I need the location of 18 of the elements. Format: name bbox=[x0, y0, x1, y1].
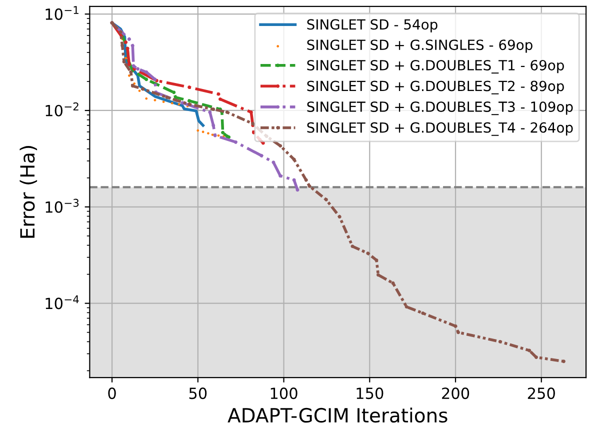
x-tick-label: 250 bbox=[528, 388, 555, 400]
legend-label: SINGLET SD + G.DOUBLES_T4 - 264op bbox=[307, 122, 573, 136]
legend-label: SINGLET SD + G.DOUBLES_T3 - 109op bbox=[307, 102, 573, 116]
y-axis-title: Error (Ha) bbox=[20, 146, 38, 238]
x-axis-title: ADAPT-GCIM Iterations bbox=[228, 408, 448, 423]
y-tick-label: 10$^{−3}$ bbox=[46, 198, 79, 213]
x-tick-label: 100 bbox=[270, 388, 298, 400]
legend-label: SINGLET SD + G.DOUBLES_T1 - 69op bbox=[307, 60, 564, 74]
x-tick-label: 200 bbox=[442, 388, 470, 400]
y-tick-label: 10$^{−1}$ bbox=[46, 6, 78, 20]
legend-label: SINGLET SD + G.DOUBLES_T2 - 89op bbox=[307, 80, 564, 94]
x-tick-label: 50 bbox=[189, 388, 207, 400]
x-tick-label: 150 bbox=[356, 388, 384, 400]
y-tick-label: 10$^{−4}$ bbox=[46, 295, 79, 310]
legend-label: SINGLET SD + G.SINGLES - 69op bbox=[307, 40, 532, 53]
y-tick-label: 10$^{−2}$ bbox=[46, 102, 78, 116]
x-tick-label: 0 bbox=[108, 388, 116, 400]
legend-label: SINGLET SD - 54op bbox=[307, 19, 438, 32]
